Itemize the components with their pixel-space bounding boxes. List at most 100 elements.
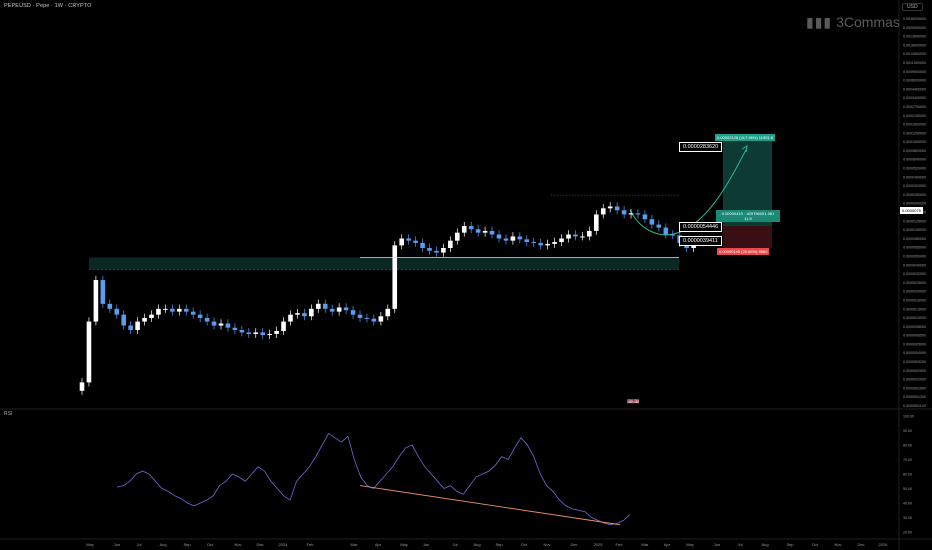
y-tick-label: 0.0011500000 — [903, 61, 926, 65]
y-tick-label: 0.0002100000 — [903, 114, 926, 118]
candle-body — [225, 323, 231, 328]
candle-body — [461, 226, 467, 233]
x-tick-label: Jun — [423, 542, 429, 547]
candle-body — [128, 325, 133, 330]
candle-body — [232, 327, 238, 330]
rsi-tick-label: 60.00 — [903, 473, 912, 477]
x-tick-label: Jul — [737, 542, 742, 547]
candle-body — [364, 317, 370, 319]
x-tick-label: Oct — [812, 542, 819, 547]
divergence-line — [359, 485, 621, 526]
candle-body — [135, 321, 140, 330]
x-tick-label: Oct — [521, 542, 528, 547]
rsi-tick-label: 30.00 — [903, 516, 912, 520]
candle-body — [628, 213, 634, 215]
candle-body — [427, 247, 432, 251]
candle-body — [267, 333, 272, 336]
x-tick-label: Oct — [207, 542, 214, 547]
candle-body — [211, 321, 217, 326]
candle-body — [329, 308, 335, 312]
y-tick-label: 0.0000125000 — [903, 219, 926, 223]
x-tick-label: Jun — [714, 542, 720, 547]
y-tick-label: 0.0004400000 — [903, 87, 926, 91]
y-tick-label: 0.0000800000 — [903, 149, 926, 153]
candle-body — [302, 313, 307, 317]
y-tick-label: 0.0000020000 — [903, 290, 926, 294]
candle-body — [385, 308, 391, 317]
y-tick-label: 0.0014500000 — [903, 52, 926, 56]
symbol-header[interactable]: PEPEUSD · Pepe · 1W · CRYPTO — [4, 3, 92, 9]
y-tick-label: 0.0000002500 — [903, 369, 926, 373]
y-tick-label: 0.0000200000 — [903, 202, 926, 206]
candle-body — [413, 240, 418, 243]
candle-body — [468, 226, 474, 230]
y-tick-label: 0.0001600000 — [903, 123, 926, 127]
currency-button[interactable]: USD — [902, 3, 923, 11]
x-tick-label: Aug — [761, 542, 768, 547]
y-tick-label: 0.0000008000 — [903, 325, 926, 329]
entry-info-box: 0.00000410 · 409756051.361 11.9 — [716, 210, 780, 223]
x-tick-label: Nov — [234, 542, 241, 547]
candle-body — [559, 238, 564, 243]
candle-body — [580, 236, 585, 238]
y-tick-label: 0.0029000000 — [903, 26, 926, 30]
x-tick-label: Sep — [183, 542, 191, 547]
y-tick-label: 0.0018000000 — [903, 43, 926, 47]
candle-body — [274, 330, 279, 334]
y-tick-label: 0.0000250000 — [903, 193, 926, 197]
event-flags-icon[interactable]: 🇺🇸🇺🇸 — [627, 399, 640, 405]
candle-body — [635, 213, 641, 215]
y-tick-label: 0.0000320000 — [903, 184, 926, 188]
support-top-label: 0.0000054446 — [679, 222, 723, 232]
x-tick-label: Dec — [857, 542, 864, 547]
entry-info-line2: 11.9 — [744, 216, 752, 222]
x-tick-label: Feb — [307, 542, 315, 547]
rsi-tick-label: 70.00 — [903, 458, 912, 462]
candle-body — [107, 303, 113, 309]
x-tick-label: Dec — [570, 542, 577, 547]
candle-body — [503, 238, 509, 241]
y-tick-label: 0.0000032000 — [903, 272, 926, 276]
x-tick-label: Sep — [495, 542, 503, 547]
y-tick-label: 0.0000005000 — [903, 342, 926, 346]
candle-body — [566, 234, 571, 239]
candle-body — [218, 323, 224, 326]
y-tick-label: 0.0000640000 — [903, 158, 926, 162]
y-tick-label: 0.0036000000 — [903, 17, 926, 21]
resistance-label: 0.0000283620 — [679, 142, 723, 152]
y-tick-label: 0.0000002000 — [903, 378, 926, 382]
candle-body — [649, 219, 655, 225]
y-tick-label: 0.0000520000 — [903, 167, 926, 171]
candle-body — [434, 250, 439, 253]
candle-body — [524, 239, 530, 243]
candle-body — [260, 332, 265, 336]
x-tick-label: May — [400, 542, 408, 547]
y-tick-label: 0.0000050000 — [903, 254, 926, 258]
candle-body — [614, 206, 620, 211]
candle-body — [496, 234, 502, 239]
candle-body — [441, 247, 446, 253]
y-tick-label: 0.0000001100 — [903, 404, 926, 408]
y-tick-label: 0.0000100000 — [903, 228, 926, 232]
y-tick-label: 0.0000001300 — [903, 395, 926, 399]
candle-body — [406, 238, 411, 241]
candle-body — [170, 308, 175, 312]
y-tick-label: 0.0000025000 — [903, 281, 926, 285]
candle-body — [288, 314, 293, 322]
candle-body — [190, 311, 196, 315]
x-tick-label: Apr — [375, 542, 382, 547]
y-tick-label: 0.0000400000 — [903, 175, 926, 179]
candle-body — [350, 310, 356, 315]
y-tick-label: 0.0000016000 — [903, 298, 926, 302]
stop-zone — [723, 226, 772, 248]
candle-body — [197, 314, 203, 318]
x-tick-label: Jun — [114, 542, 120, 547]
y-tick-label: 0.0003400000 — [903, 96, 926, 100]
rsi-line — [116, 432, 631, 526]
candle-body — [594, 214, 599, 231]
x-tick-label: Mar — [351, 542, 359, 547]
rsi-tick-label: 100.00 — [903, 415, 914, 419]
candle-body — [517, 236, 523, 240]
